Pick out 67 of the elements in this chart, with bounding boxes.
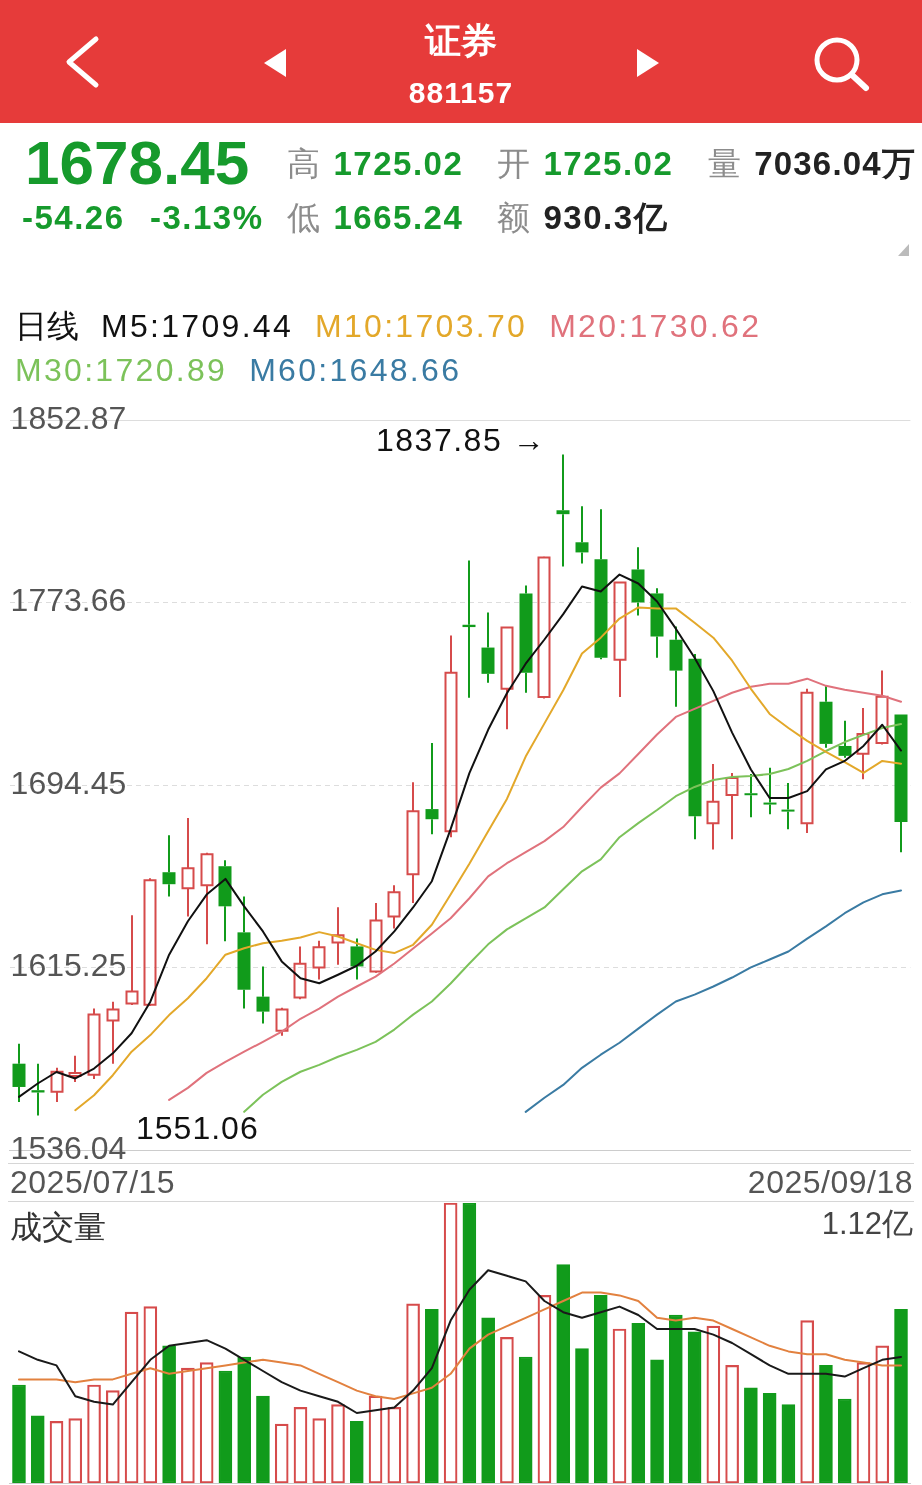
candlestick: [875, 669, 889, 746]
candlestick: [481, 611, 495, 684]
text: 1678.45: [25, 127, 250, 199]
annotation: 1551.06: [136, 1109, 259, 1147]
y-tick-label: 1773.66: [10, 582, 127, 619]
text: 量 7036.04万: [708, 144, 917, 184]
candlestick: [856, 706, 870, 781]
candlestick: [162, 834, 176, 898]
candlestick: [350, 937, 364, 981]
y-tick-label: 1615.25: [10, 947, 127, 984]
candlestick: [200, 853, 214, 946]
annotation: 1.12亿: [821, 1205, 913, 1242]
candlestick: [725, 771, 739, 841]
candlestick: [669, 625, 683, 708]
text: 高 1725.02: [287, 144, 464, 184]
candlestick: [312, 939, 326, 981]
y-tick-label: 1852.87: [10, 399, 127, 436]
candlestick: [331, 906, 345, 966]
y-tick-label: 1536.04: [10, 1129, 127, 1166]
chart-title: 成交量: [10, 1208, 106, 1247]
candlestick: [218, 859, 232, 943]
candlestick: [575, 505, 589, 565]
candlestick: [68, 1054, 82, 1083]
candlestick: [444, 634, 458, 839]
candlestick: [631, 546, 645, 617]
text: M20:1730.62: [549, 307, 762, 346]
candlestick: [556, 453, 570, 568]
candlestick: [688, 653, 702, 841]
candlestick: [125, 914, 139, 1005]
candlestick: [706, 762, 720, 851]
candlestick: [594, 508, 608, 661]
candlestick: [894, 714, 908, 854]
candlestick: [744, 773, 758, 819]
candlestick: [425, 741, 439, 836]
candlestick: [369, 902, 383, 973]
text: 额 930.3亿: [497, 198, 669, 238]
text: 2025/07/15: [10, 1163, 176, 1201]
candlestick: [500, 626, 514, 731]
text: 低 1665.24: [287, 198, 464, 238]
candlestick: [293, 945, 307, 1001]
candlestick: [781, 782, 795, 831]
candlestick: [613, 581, 627, 698]
text: 2025/09/18: [747, 1163, 913, 1201]
text: M60:1648.66: [249, 351, 462, 390]
candlestick: [519, 584, 533, 694]
candlestick: [838, 719, 852, 759]
text: -54.26: [22, 198, 125, 238]
text: M10:1703.70: [315, 307, 528, 346]
y-tick-label: 1694.45: [10, 764, 127, 801]
text: 开 1725.02: [497, 144, 674, 184]
annotation: 1837.85 →: [376, 421, 547, 459]
text: M5:1709.44: [101, 307, 294, 346]
text: M30:1720.89: [15, 351, 228, 390]
candlestick: [181, 817, 195, 918]
candlestick: [650, 587, 664, 659]
candlestick: [387, 884, 401, 930]
candlestick: [12, 1042, 26, 1103]
text: -3.13%: [150, 198, 264, 238]
candlestick: [763, 766, 777, 816]
candlestick: [237, 895, 251, 1010]
candlestick: [256, 965, 270, 1025]
candlestick: [819, 684, 833, 749]
candlestick: [406, 781, 420, 905]
chart-title: 证券: [425, 19, 497, 63]
legend-title: 日线: [15, 307, 79, 346]
candlestick: [106, 1000, 120, 1065]
chart-subtitle: 881157: [408, 75, 514, 111]
